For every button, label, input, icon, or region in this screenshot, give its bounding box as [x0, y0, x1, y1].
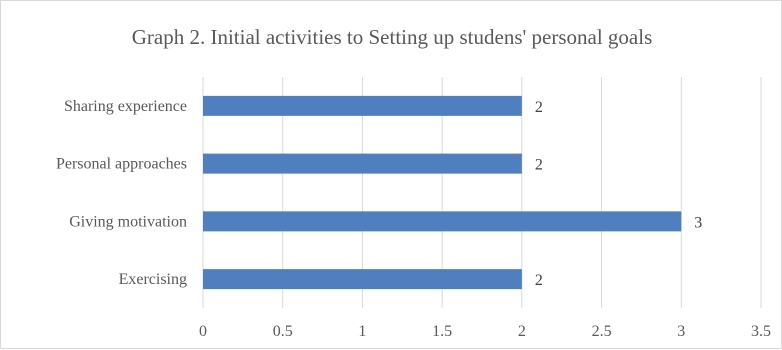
data-label: 2: [535, 272, 543, 289]
category-label: Sharing experience: [64, 98, 187, 115]
category-label: Giving motivation: [69, 213, 187, 230]
bar: [203, 153, 522, 174]
data-label: 2: [535, 157, 543, 174]
category-label: Personal approaches: [56, 156, 187, 173]
x-tick-label: 2: [518, 323, 526, 340]
x-tick-label: 3.5: [751, 323, 771, 340]
x-tick-label: 0.5: [273, 323, 293, 340]
bar: [203, 269, 522, 290]
chart-title: Graph 2. Initial activities to Setting u…: [131, 25, 653, 49]
bar: [203, 95, 522, 116]
data-label: 3: [694, 214, 702, 231]
data-label: 2: [535, 99, 543, 116]
x-tick-label: 3: [677, 323, 685, 340]
category-label: Exercising: [119, 271, 187, 288]
x-tick-label: 1: [358, 323, 366, 340]
x-tick-label: 2.5: [592, 323, 612, 340]
x-tick-label: 1.5: [432, 323, 452, 340]
x-tick-label: 0: [199, 323, 207, 340]
bar: [203, 211, 682, 232]
